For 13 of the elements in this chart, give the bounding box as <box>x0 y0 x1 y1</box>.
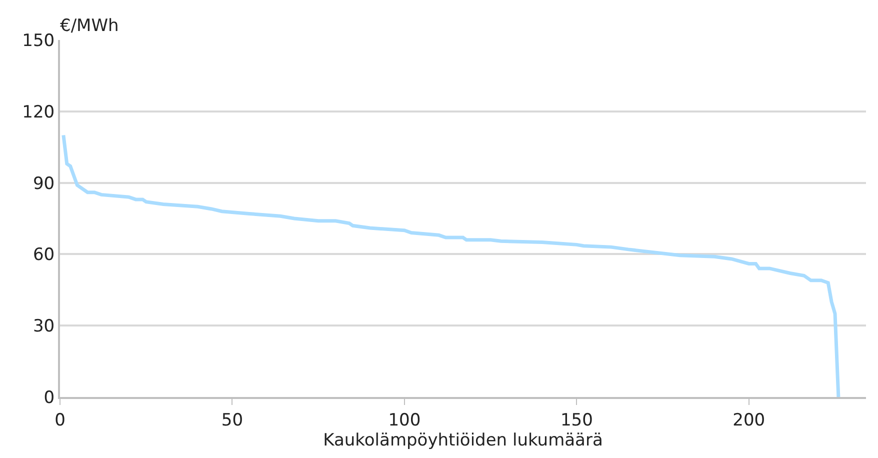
y-tick-label: 60 <box>32 245 55 266</box>
x-tick-label: 200 <box>732 410 766 430</box>
x-tick-label: 50 <box>221 410 244 430</box>
line-series <box>62 133 840 397</box>
x-tick-label: 100 <box>388 410 421 430</box>
y-tick-label: 150 <box>22 30 55 51</box>
y-axis-title: €/MWh <box>60 16 119 36</box>
y-tick-label: 0 <box>44 388 55 408</box>
x-tick-label: 150 <box>560 410 593 430</box>
y-tick-label: 120 <box>22 102 55 122</box>
x-axis-title: Kaukolämpöyhtiöiden lukumäärä <box>323 430 603 450</box>
y-tick-label: 30 <box>32 316 55 337</box>
y-tick-label: 90 <box>32 174 55 194</box>
